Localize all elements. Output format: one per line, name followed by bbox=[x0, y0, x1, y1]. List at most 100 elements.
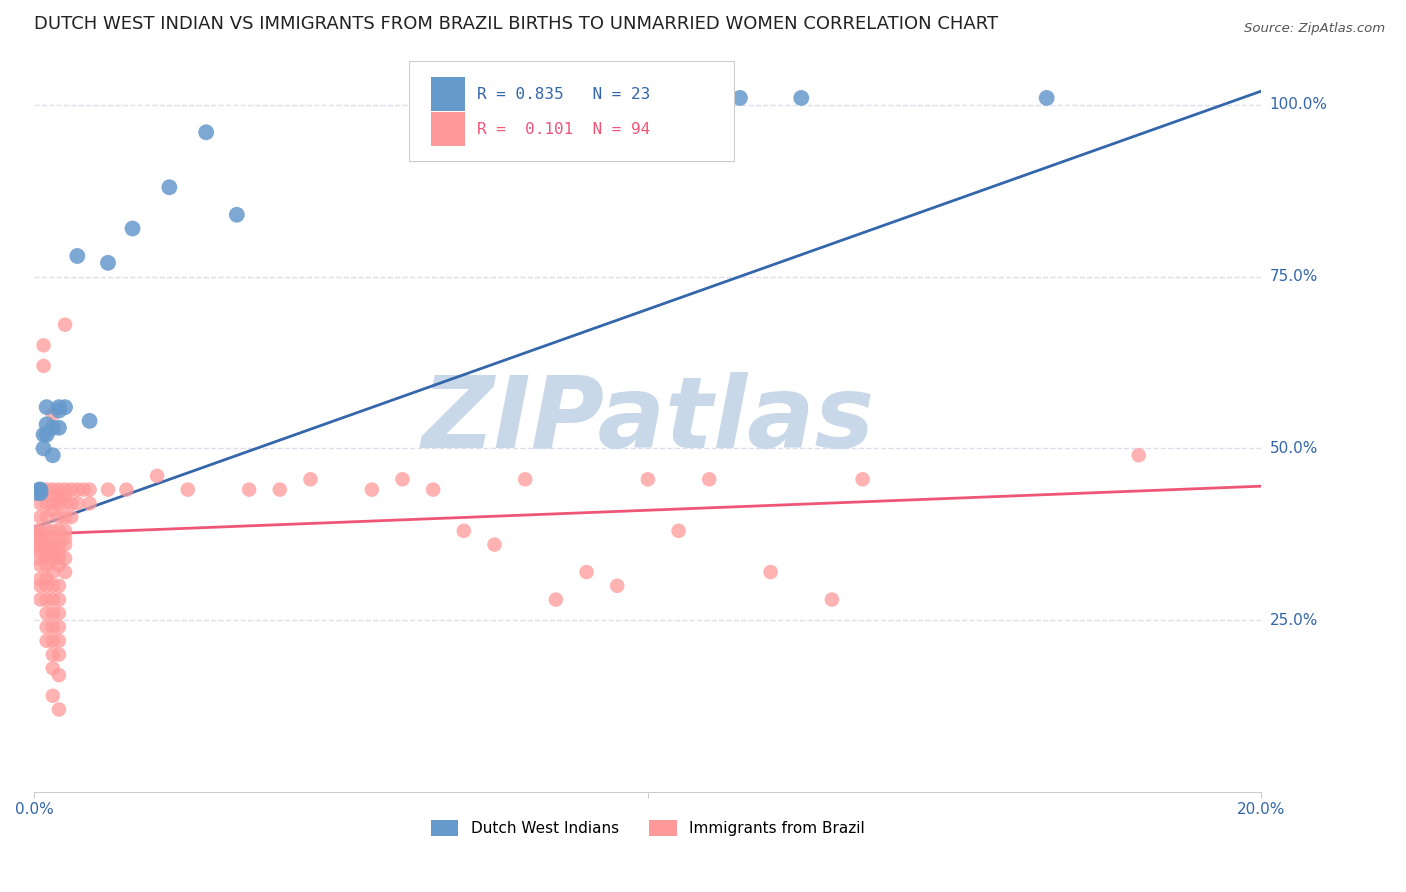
Point bbox=[195, 125, 218, 139]
Point bbox=[30, 558, 52, 573]
Point bbox=[852, 472, 875, 486]
Point bbox=[35, 579, 58, 593]
Point bbox=[48, 400, 70, 414]
Point bbox=[42, 421, 65, 435]
Point bbox=[575, 565, 598, 579]
Point bbox=[1128, 448, 1150, 462]
Point bbox=[42, 448, 65, 462]
Point bbox=[35, 633, 58, 648]
Point bbox=[30, 592, 52, 607]
Point bbox=[53, 400, 76, 414]
Point bbox=[821, 592, 844, 607]
Point bbox=[53, 565, 76, 579]
Point bbox=[97, 483, 120, 497]
Point bbox=[728, 91, 751, 105]
Point bbox=[146, 468, 169, 483]
Point bbox=[30, 524, 52, 538]
Point bbox=[27, 486, 49, 500]
Point bbox=[544, 592, 567, 607]
Text: 50.0%: 50.0% bbox=[1270, 441, 1317, 456]
Point bbox=[42, 648, 65, 662]
Point bbox=[115, 483, 138, 497]
FancyBboxPatch shape bbox=[430, 78, 465, 111]
Point bbox=[121, 221, 143, 235]
Point bbox=[790, 91, 813, 105]
Point bbox=[53, 510, 76, 524]
Point bbox=[177, 483, 200, 497]
Point bbox=[48, 496, 70, 510]
Point bbox=[32, 442, 55, 456]
Point bbox=[30, 572, 52, 586]
Point bbox=[606, 579, 628, 593]
Point bbox=[42, 531, 65, 545]
Point bbox=[515, 472, 537, 486]
Point bbox=[48, 620, 70, 634]
Point bbox=[30, 483, 52, 497]
Point bbox=[42, 620, 65, 634]
Point bbox=[269, 483, 291, 497]
Point bbox=[48, 538, 70, 552]
Legend: Dutch West Indians, Immigrants from Brazil: Dutch West Indians, Immigrants from Braz… bbox=[432, 821, 865, 837]
Point bbox=[53, 524, 76, 538]
Text: DUTCH WEST INDIAN VS IMMIGRANTS FROM BRAZIL BIRTHS TO UNMARRIED WOMEN CORRELATIO: DUTCH WEST INDIAN VS IMMIGRANTS FROM BRA… bbox=[34, 15, 998, 33]
Point bbox=[97, 256, 120, 270]
Point bbox=[30, 544, 52, 558]
Point bbox=[48, 403, 70, 417]
Point bbox=[35, 417, 58, 432]
Text: R = 0.835   N = 23: R = 0.835 N = 23 bbox=[477, 87, 651, 102]
Point bbox=[30, 496, 52, 510]
Point bbox=[759, 565, 782, 579]
Point bbox=[484, 538, 506, 552]
Point bbox=[32, 359, 55, 373]
Point bbox=[422, 483, 444, 497]
Text: 100.0%: 100.0% bbox=[1270, 97, 1327, 112]
Point bbox=[48, 558, 70, 573]
Point bbox=[48, 592, 70, 607]
Point bbox=[42, 503, 65, 517]
Point bbox=[28, 483, 51, 497]
Point bbox=[48, 524, 70, 538]
Point bbox=[53, 551, 76, 566]
Point bbox=[35, 620, 58, 634]
Point bbox=[42, 633, 65, 648]
Text: R =  0.101  N = 94: R = 0.101 N = 94 bbox=[477, 121, 651, 136]
Point bbox=[53, 538, 76, 552]
Point bbox=[53, 496, 76, 510]
Point bbox=[35, 558, 58, 573]
Point bbox=[30, 538, 52, 552]
Point bbox=[35, 607, 58, 621]
Point bbox=[42, 407, 65, 421]
Point bbox=[48, 483, 70, 497]
Point bbox=[35, 427, 58, 442]
Point bbox=[53, 531, 76, 545]
Point bbox=[35, 496, 58, 510]
Point bbox=[42, 490, 65, 504]
Text: ZIPatlas: ZIPatlas bbox=[422, 372, 875, 469]
Point bbox=[48, 702, 70, 716]
Point bbox=[32, 338, 55, 352]
Point bbox=[25, 527, 48, 541]
Point bbox=[60, 510, 83, 524]
Point bbox=[637, 91, 659, 105]
Point bbox=[391, 472, 413, 486]
Point bbox=[32, 427, 55, 442]
Point bbox=[42, 579, 65, 593]
Point bbox=[35, 551, 58, 566]
Point bbox=[30, 531, 52, 545]
Point bbox=[35, 572, 58, 586]
Point bbox=[42, 565, 65, 579]
Point bbox=[42, 544, 65, 558]
Point bbox=[72, 483, 94, 497]
Point bbox=[53, 483, 76, 497]
Point bbox=[35, 544, 58, 558]
Point bbox=[53, 318, 76, 332]
Text: 75.0%: 75.0% bbox=[1270, 269, 1317, 284]
FancyBboxPatch shape bbox=[409, 61, 734, 161]
FancyBboxPatch shape bbox=[430, 112, 465, 145]
Point bbox=[299, 472, 322, 486]
Point bbox=[42, 538, 65, 552]
Point bbox=[42, 661, 65, 675]
Point bbox=[27, 524, 49, 538]
Point bbox=[238, 483, 260, 497]
Point bbox=[1035, 91, 1057, 105]
